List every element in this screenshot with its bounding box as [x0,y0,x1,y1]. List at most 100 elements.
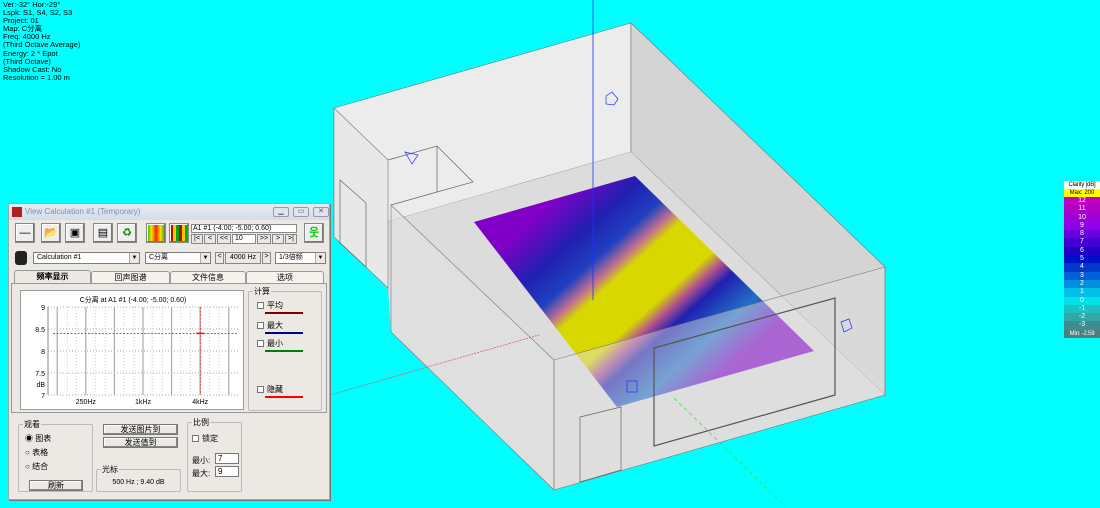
radio-icon[interactable]: ○ [25,462,30,471]
open-icon[interactable]: 📂 [41,223,61,243]
max-label: 最大: [192,469,211,478]
checkbox-box[interactable] [257,340,264,347]
x-axis [329,334,540,396]
speaker-icon[interactable] [605,91,619,106]
band-select[interactable]: 1/3倍频 ▼ [275,252,326,264]
legend-swatch: -1 [1064,304,1100,314]
calc-checkbox[interactable]: 最大 [257,320,283,331]
parameter-select[interactable]: C分离 ▼ [145,252,211,264]
step-input[interactable]: 10 [232,234,256,244]
wall-edge [390,191,438,206]
checkbox-label: 最大 [267,321,283,330]
front-door [579,406,622,483]
first-button[interactable]: |< [191,234,203,244]
view-radio[interactable]: ○ 结合 [25,461,48,472]
chevron-down-icon: ▼ [200,253,210,263]
refresh-button[interactable]: 刷新 [29,480,83,491]
group-label: 光标 [101,464,119,475]
calc-checkbox[interactable]: 最小 [257,338,283,349]
checkbox-box[interactable] [257,322,264,329]
checkbox-box[interactable] [257,302,264,309]
frequency-display: 4000 Hz [225,252,261,264]
freq-prev-button[interactable]: < [215,252,224,264]
forward-step-button[interactable]: >> [257,234,271,244]
send-values-button[interactable]: 发送值到 [103,437,178,448]
alcove-outline [387,145,474,193]
y-tick-label: 7.5 [35,371,45,378]
radio-icon[interactable]: ○ [25,448,30,457]
chevron-down-icon: ▼ [315,253,325,263]
group-label: 观看 [23,419,41,430]
info-line: Energy: 2 * Epot [3,48,58,58]
view-radio[interactable]: ◉ 图表 [25,433,51,444]
tab-0[interactable]: 频率显示 [14,270,91,284]
checkbox-label: 隐藏 [267,385,283,394]
legend-swatch: 9 [1064,221,1100,231]
view-info-overlay: Ver:-32° Hor:-29° Lspk: S1, S4, S2, S3 Pro… [3,0,81,82]
close-button[interactable]: ✕ [313,207,329,217]
run-figure-icon[interactable]: 웃 [304,223,324,243]
prev-button[interactable]: < [204,234,216,244]
line-tool-button[interactable]: — [15,223,35,243]
send-image-button[interactable]: 发送图片到 [103,424,178,435]
back-step-button[interactable]: << [217,234,231,244]
scale-max-input[interactable]: 9 [215,466,239,477]
info-line: Lspk: S1, S4, S2, S3 [3,8,73,18]
series-color-line [265,350,303,352]
legend-swatch: -2 [1064,313,1100,322]
info-line: Freq: 4000 Hz [3,32,51,42]
speaker-icon[interactable] [840,318,853,333]
view-group: 观看 ◉ 图表 ○ 表格 ○ 结合 刷新 [18,419,93,492]
legend-header: Clarity [dB] [1064,181,1100,189]
legend-swatch: 1 [1064,288,1100,297]
checkbox-box[interactable] [257,386,264,393]
minimize-button[interactable]: ▁ [273,207,289,217]
group-label: 比例 [192,417,210,428]
calc-checkbox[interactable]: 平均 [257,300,283,311]
legend-swatch: 8 [1064,230,1100,239]
restore-button[interactable]: ▭ [293,207,309,217]
checkbox-box[interactable] [192,435,199,442]
frequency-chart: C分离 at A1 #1 (-4.00; -5.00; 0.60) 9 8.5 8 7… [20,290,244,410]
legend-swatch: 12 [1064,197,1100,206]
chevron-down-icon: ▼ [129,253,139,263]
color-legend: Clarity [dB] Max: 200 12 11 10 9 8 7 6 5 4 3 2 1 0 -1… [1064,181,1100,338]
recycle-icon[interactable]: ♻ [117,223,137,243]
notes-icon[interactable]: ▤ [93,223,113,243]
y-tick-label: 8.5 [35,327,45,334]
tab-3[interactable]: 选项 [246,271,324,283]
scale-min-input[interactable]: 7 [215,453,239,464]
radio-icon[interactable]: ◉ [25,434,33,443]
traffic-light-icon [15,251,27,265]
legend-swatch: 6 [1064,246,1100,256]
min-label: 最小: [192,456,211,465]
legend-swatch: 10 [1064,213,1100,222]
map-view-icon[interactable] [146,223,166,243]
info-line: Ver:-32° Hor:-29° [3,0,61,9]
last-button[interactable]: >| [285,234,297,244]
calculation-select[interactable]: Calculation #1 ▼ [33,252,140,264]
tab-1[interactable]: 回声图谱 [91,271,170,283]
receiver-position: A1 #1 (-4.00; -5.00; 0.60) [191,224,297,233]
next-button[interactable]: > [272,234,284,244]
x-tick-label: 1kHz [135,399,151,406]
freq-next-button[interactable]: > [262,252,271,264]
info-line: (Third Octave Average) [3,40,81,50]
view-radio[interactable]: ○ 表格 [25,447,48,458]
y-axis-label: dB [36,382,45,389]
calc-checkbox[interactable]: 隐藏 [257,384,283,395]
legend-swatch: 3 [1064,271,1100,280]
calculate-group: 计算 平均 最大 最小 隐藏 [248,286,322,411]
receiver-icon[interactable] [626,380,638,393]
info-line: Resolution = 1.00 m [3,72,70,82]
front-right-wall [553,266,886,491]
speaker-icon[interactable] [404,151,419,165]
info-line: Map: C分离 [3,24,43,34]
window [653,297,836,447]
radio-label: 结合 [32,462,49,471]
multi-map-icon[interactable] [169,223,189,243]
tab-2[interactable]: 文件信息 [170,271,246,283]
save-icon[interactable]: ▣ [65,223,85,243]
lock-checkbox[interactable]: 锁定 [192,433,218,444]
